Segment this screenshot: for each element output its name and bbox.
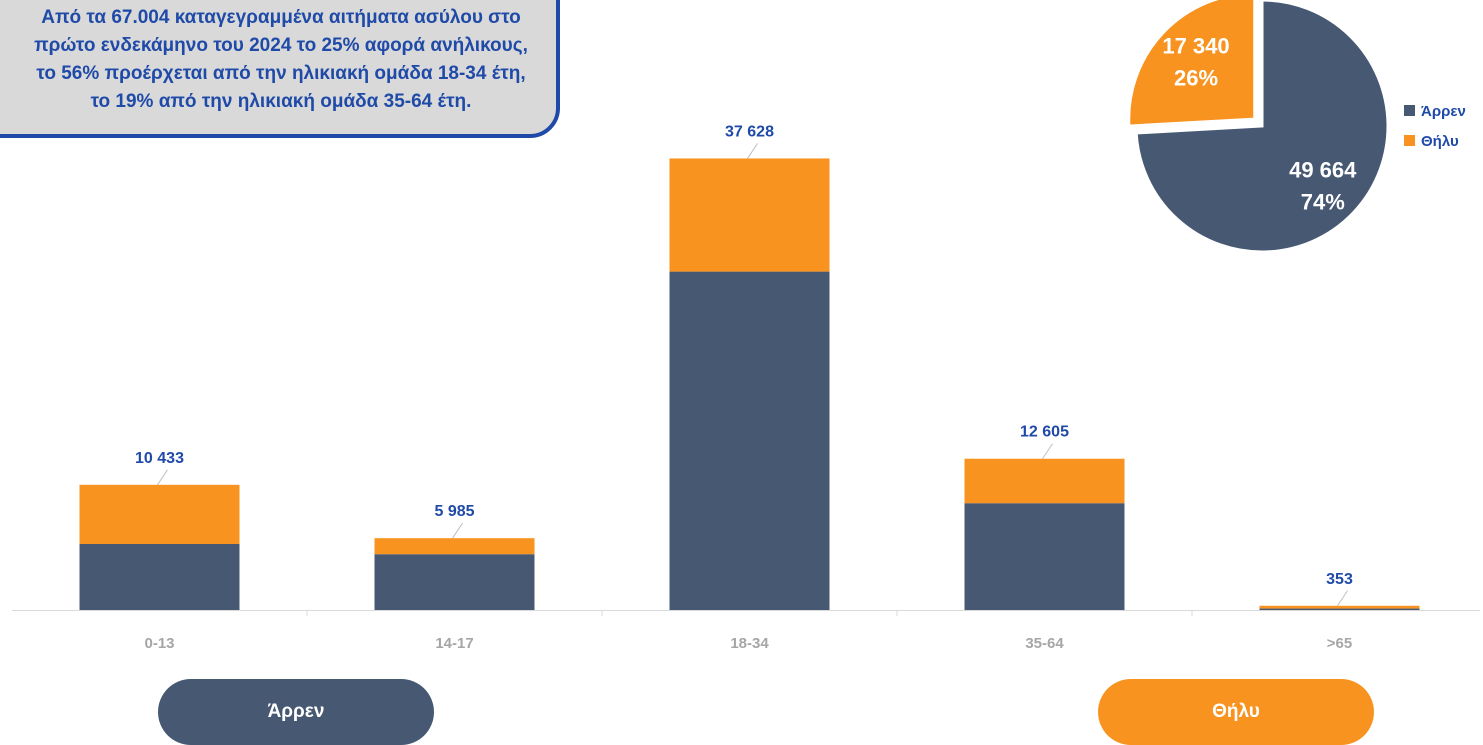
bar-male-4 — [1259, 608, 1420, 610]
male-filter-button[interactable]: Άρρεν — [158, 679, 434, 745]
data-label-leader — [1337, 590, 1348, 607]
data-label-leader — [1042, 443, 1053, 460]
data-label-leader — [157, 469, 168, 486]
x-tick-label: 0-13 — [144, 635, 174, 652]
bar-total-label: 37 628 — [725, 123, 774, 140]
x-tick-label: >65 — [1327, 635, 1352, 652]
pie-percent-label: 26% — [1174, 65, 1218, 90]
bar-total-label: 12 605 — [1020, 424, 1069, 441]
pie-percent-label: 74% — [1301, 190, 1345, 215]
x-tick-label: 14-17 — [435, 635, 473, 652]
bar-male-3 — [964, 503, 1125, 610]
bar-male-0 — [79, 544, 240, 610]
female-filter-button[interactable]: Θήλυ — [1098, 679, 1374, 745]
bar-total-label: 5 985 — [434, 503, 474, 520]
bar-male-1 — [374, 554, 535, 610]
pie-slice-female — [1127, 0, 1257, 128]
legend-label: Άρρεν — [1421, 103, 1466, 120]
bar-female-1 — [374, 538, 535, 555]
pie-slice-male — [1134, 0, 1390, 254]
annotation-callout: Από τα 67.004 καταγεγραμμένα αιτήματα ασ… — [0, 0, 560, 138]
bar-male-2 — [669, 271, 830, 610]
legend-swatch-female — [1404, 135, 1415, 146]
data-label-leader — [452, 522, 463, 539]
bar-total-label: 353 — [1326, 571, 1353, 588]
bar-female-3 — [964, 458, 1125, 504]
x-tick-label: 35-64 — [1025, 635, 1064, 652]
data-label-leader — [747, 143, 758, 159]
annotation-text: Από τα 67.004 καταγεγραμμένα αιτήματα ασ… — [34, 7, 528, 112]
x-tick-label: 18-34 — [730, 635, 769, 652]
bar-female-0 — [79, 484, 240, 544]
pie-value-label: 49 664 — [1289, 158, 1357, 183]
bar-female-2 — [669, 158, 830, 272]
legend-swatch-male — [1404, 105, 1415, 116]
pie-value-label: 17 340 — [1162, 33, 1229, 58]
bar-total-label: 10 433 — [135, 450, 184, 467]
bar-female-4 — [1259, 605, 1420, 609]
legend-label: Θήλυ — [1421, 133, 1459, 150]
